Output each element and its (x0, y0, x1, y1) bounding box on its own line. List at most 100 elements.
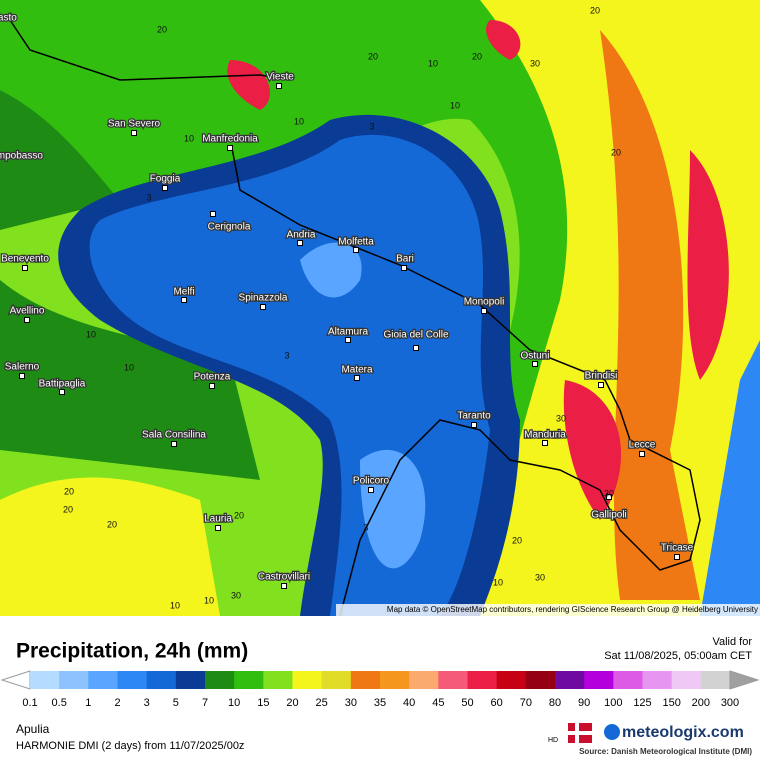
contour-label: 30 (530, 58, 540, 68)
contour-label: 10 (124, 362, 134, 372)
city-dot (598, 382, 604, 388)
city-label: Molfetta (338, 237, 374, 248)
legend-label: 40 (403, 697, 415, 709)
contour-label: 30 (604, 488, 614, 498)
contour-label: 3 (363, 522, 368, 532)
city-dot (639, 451, 645, 457)
city-label: Ostuni (521, 351, 550, 362)
contour-label: 30 (556, 413, 566, 423)
contour-label: 20 (157, 24, 167, 34)
contour-label: 20 (590, 5, 600, 15)
city-dot (532, 361, 538, 367)
legend-swatch (671, 671, 702, 689)
city-dot (297, 240, 303, 246)
city-label: Melfi (173, 287, 194, 298)
contour-label: 30 (535, 572, 545, 582)
city-dot (674, 554, 680, 560)
legend-label: 60 (491, 697, 503, 709)
city-label: Matera (341, 365, 373, 376)
legend-swatch (30, 671, 60, 689)
contour-label: 10 (493, 577, 503, 587)
legend-label: 0.5 (52, 697, 67, 709)
city-dot (131, 130, 137, 136)
city-label: Castrovillari (258, 572, 310, 583)
legend-swatch (613, 671, 643, 689)
contour-label: 20 (368, 51, 378, 61)
city-label: Manfredonia (202, 134, 258, 145)
legend-swatch (175, 671, 206, 689)
legend-label: 70 (520, 697, 532, 709)
legend-label: 10 (228, 697, 240, 709)
title: Precipitation, 24h (mm) (16, 640, 248, 663)
legend-swatch (117, 671, 148, 689)
legend-swatch (321, 671, 352, 689)
hd-badge: HD (548, 737, 558, 744)
contour-label: 20 (64, 486, 74, 496)
source: Source: Danish Meteorological Institute … (579, 747, 752, 756)
city-label: Monopoli (464, 297, 505, 308)
city-label: Cerignola (208, 222, 251, 233)
city-label: Taranto (457, 411, 491, 422)
brand: meteologix.com (622, 724, 744, 741)
contour-label: 20 (107, 519, 117, 529)
contour-label: 30 (231, 590, 241, 600)
legend-label: 20 (286, 697, 298, 709)
city-label: Bari (396, 254, 414, 265)
legend-label: 150 (662, 697, 680, 709)
city-dot (171, 441, 177, 447)
legend-swatch (584, 671, 614, 689)
city-dot (19, 373, 25, 379)
city-dot (215, 525, 221, 531)
contour-label: 10 (170, 600, 180, 610)
flag-cross (568, 731, 592, 735)
legend-label: 0.1 (22, 697, 37, 709)
valid-label: Valid for (712, 636, 752, 648)
city-dot (162, 185, 168, 191)
contour-label: 20 (63, 504, 73, 514)
city-dot (260, 304, 266, 310)
city-label: Vasto (0, 13, 17, 24)
city-dot (227, 145, 233, 151)
contour-label: 20 (472, 51, 482, 61)
legend-arrow (729, 670, 760, 690)
city-dot (354, 375, 360, 381)
legend-swatch (205, 671, 235, 689)
legend-label: 7 (202, 697, 208, 709)
city-label: Lecce (629, 440, 656, 451)
legend-label: 100 (604, 697, 622, 709)
legend-swatch (438, 671, 468, 689)
city-label: Potenza (194, 372, 231, 383)
contour-label: 10 (294, 116, 304, 126)
city-label: San Severo (108, 119, 161, 130)
contour-label: 10 (86, 329, 96, 339)
city-dot (481, 308, 487, 314)
city-label: Gallipoli (591, 510, 627, 521)
city-dot (413, 345, 419, 351)
city-dot (401, 265, 407, 271)
city-dot (210, 211, 216, 217)
legend-label: 30 (345, 697, 357, 709)
legend-swatch (467, 671, 498, 689)
contour-label: 10 (184, 133, 194, 143)
city-label: Foggia (150, 174, 181, 185)
legend-swatch (263, 671, 293, 689)
legend-label: 50 (461, 697, 473, 709)
city-label: Policoro (353, 476, 390, 487)
legend-swatch (409, 671, 439, 689)
city-dot (345, 337, 351, 343)
city-dot (276, 83, 282, 89)
city-dot (353, 247, 359, 253)
city-dot (542, 440, 548, 446)
city-label: Andria (287, 230, 316, 241)
city-label: Altamura (328, 327, 368, 338)
city-label: Benevento (1, 254, 49, 265)
brand-logo (604, 724, 620, 740)
legend-label: 200 (692, 697, 710, 709)
contour-label: 10 (450, 100, 460, 110)
legend-label: 125 (633, 697, 651, 709)
legend-label: 300 (721, 697, 739, 709)
city-dot (368, 487, 374, 493)
city-dot (59, 389, 65, 395)
legend-swatch (88, 671, 118, 689)
